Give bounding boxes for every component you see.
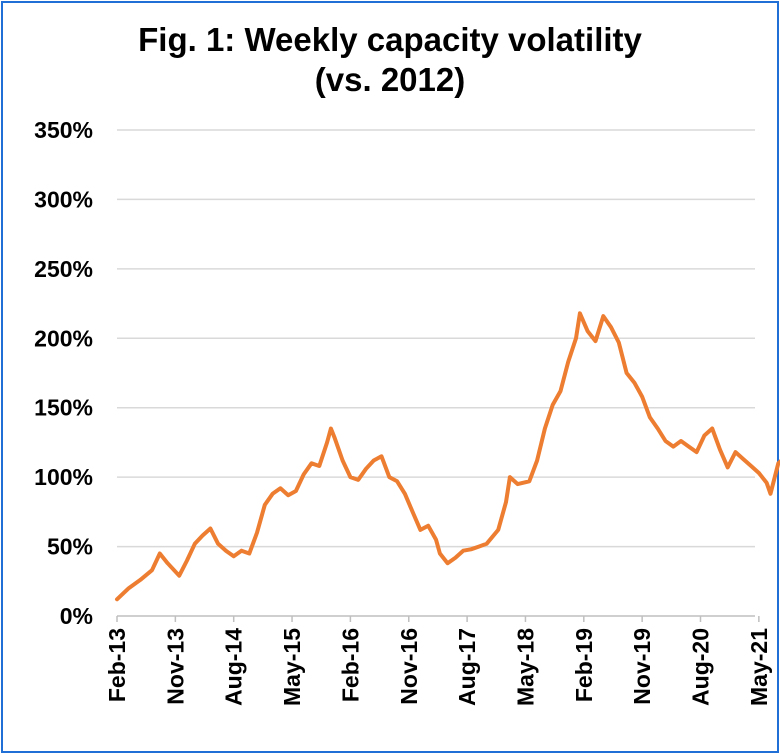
- chart-title: Fig. 1: Weekly capacity volatility (vs. …: [0, 20, 780, 100]
- y-tick-label: 50%: [47, 534, 93, 560]
- x-tick-label: Aug-20: [688, 628, 714, 706]
- x-axis: Feb-13 Nov-13 Aug-14 May-15 Feb-16 Nov-16 Aug-…: [104, 615, 772, 706]
- y-tick-label: 350%: [34, 117, 93, 143]
- y-tick-label: 150%: [34, 395, 93, 421]
- y-tick-label: 200%: [34, 325, 93, 351]
- chart-title-line2: (vs. 2012): [314, 61, 466, 98]
- y-tick-label: 0%: [60, 603, 93, 629]
- y-axis-ticks: 0% 50% 100% 150% 200% 250% 300% 350%: [34, 117, 93, 629]
- x-tick-label: Nov-19: [629, 628, 655, 705]
- x-tick-label: Feb-16: [337, 628, 363, 702]
- series-layer: [115, 311, 780, 602]
- x-tick-label: May-21: [746, 628, 772, 706]
- x-tick-label: Feb-19: [571, 628, 597, 702]
- x-tick-label: May-18: [512, 628, 538, 706]
- x-tick-label: May-15: [279, 628, 305, 706]
- y-tick-label: 100%: [34, 464, 93, 490]
- chart-title-line1: Fig. 1: Weekly capacity volatility: [138, 21, 642, 58]
- x-tick-label: Feb-13: [104, 628, 130, 702]
- series-line: [115, 311, 780, 602]
- x-tick-label: Nov-13: [162, 628, 188, 705]
- x-tick-label: Aug-14: [221, 628, 247, 706]
- x-tick-label: Nov-16: [396, 628, 422, 705]
- y-tick-label: 300%: [34, 186, 93, 212]
- gridlines: [117, 129, 755, 548]
- x-tick-label: Aug-17: [454, 628, 480, 706]
- y-tick-label: 250%: [34, 256, 93, 282]
